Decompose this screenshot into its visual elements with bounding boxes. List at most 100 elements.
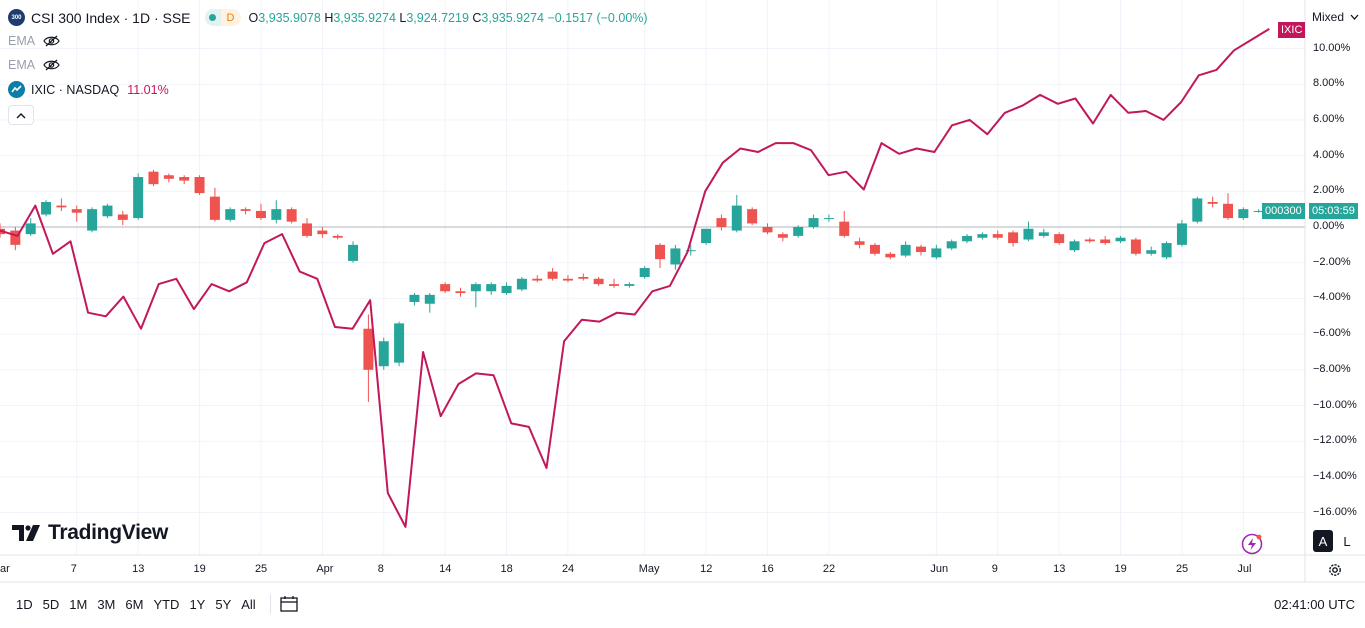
candle-body: [808, 218, 819, 227]
candle-body: [962, 235, 973, 242]
range-button-1d[interactable]: 1D: [16, 596, 33, 612]
range-button-1y[interactable]: 1Y: [189, 596, 206, 612]
x-tick-label: ar: [0, 563, 10, 575]
range-button-3m[interactable]: 3M: [97, 596, 116, 612]
candle-body: [363, 328, 374, 370]
candle-body: [609, 284, 619, 286]
candle-body: [378, 341, 389, 367]
compare-symbol: IXIC · NASDAQ: [31, 82, 120, 97]
ixic-symbol-icon: [8, 81, 25, 98]
y-tick-label: −2.00%: [1313, 255, 1351, 268]
candle-body: [931, 248, 942, 258]
data-delay-badge: D: [220, 9, 241, 26]
csi300-candles: [0, 169, 1264, 402]
candle-body: [823, 218, 834, 220]
x-tick-label: 9: [991, 563, 998, 575]
x-tick-label: 19: [1114, 563, 1127, 575]
candle-body: [1069, 241, 1080, 251]
candle-body: [148, 171, 159, 185]
range-button-1m[interactable]: 1M: [69, 596, 88, 612]
candle-body: [716, 218, 727, 227]
candle-body: [133, 177, 144, 219]
calendar-goto-icon[interactable]: [279, 595, 299, 613]
x-tick-label: 19: [193, 563, 206, 575]
candle-body: [655, 244, 666, 260]
candle-body: [271, 209, 282, 220]
grid: [0, 0, 1305, 555]
y-tick-label: −6.00%: [1313, 327, 1351, 340]
range-button-ytd[interactable]: YTD: [153, 596, 180, 612]
x-tick-label: 22: [822, 563, 836, 575]
candle-body: [1084, 239, 1095, 242]
candle-body: [1253, 210, 1264, 212]
x-tick-label: 25: [1175, 563, 1189, 575]
hidden-eye-icon[interactable]: [43, 35, 60, 47]
candle-body: [87, 209, 98, 231]
log-scale-toggle[interactable]: L: [1343, 533, 1351, 549]
x-tick-label: 7: [70, 563, 77, 575]
y-tick-label: −8.00%: [1313, 362, 1351, 375]
candle-body: [946, 241, 957, 249]
ixic-line: [0, 28, 1270, 528]
candle-body: [394, 323, 405, 363]
candle-body: [670, 248, 681, 265]
range-button-5d[interactable]: 5D: [42, 596, 60, 612]
x-tick-label: 25: [254, 563, 268, 575]
tradingview-logo[interactable]: TradingView: [12, 521, 168, 545]
hidden-eye-icon[interactable]: [43, 59, 60, 71]
candle-body: [302, 223, 312, 236]
legend-main[interactable]: 300 CSI 300 Index · 1D · SSE D O3,935.90…: [8, 9, 648, 26]
bottom-toolbar: 1D 5D 1M 3M 6M YTD 1Y 5Y All: [0, 582, 1365, 626]
x-tick-label: Apr: [316, 563, 334, 575]
candle-body: [470, 284, 481, 292]
ixic-last-tag: IXIC: [1278, 22, 1306, 38]
indicator-ema-1[interactable]: EMA: [8, 34, 60, 48]
y-tick-label: 2.00%: [1313, 184, 1345, 197]
candle-body: [747, 209, 758, 224]
x-tick-label: Jul: [1237, 563, 1252, 575]
y-tick-label: −14.00%: [1313, 469, 1357, 482]
scale-mode-dropdown[interactable]: Mixed: [1312, 10, 1359, 24]
settings-gear-icon[interactable]: [1327, 562, 1343, 578]
lightning-icon[interactable]: [1241, 533, 1263, 555]
x-tick-label: Jun: [930, 563, 949, 575]
brand-name: TradingView: [48, 521, 169, 544]
range-button-5y[interactable]: 5Y: [215, 596, 232, 612]
candle-body: [1161, 243, 1172, 258]
chevron-down-icon: [1350, 14, 1359, 20]
indicator-label: EMA: [8, 34, 36, 48]
x-tick-label: 12: [700, 563, 713, 575]
candle-body: [102, 205, 113, 217]
x-tick-label: 13: [132, 563, 145, 575]
candle-body: [593, 278, 604, 285]
range-button-6m[interactable]: 6M: [125, 596, 144, 612]
candle-body: [1023, 228, 1034, 240]
candle-body: [424, 294, 435, 304]
market-open-icon: [204, 9, 221, 26]
candle-body: [348, 244, 359, 261]
range-button-all[interactable]: All: [241, 596, 256, 612]
candle-body: [117, 214, 128, 220]
range-selector: 1D 5D 1M 3M 6M YTD 1Y 5Y All: [10, 597, 260, 612]
candle-body: [762, 227, 773, 233]
collapse-legend-button[interactable]: [8, 105, 34, 125]
legend-compare-ixic[interactable]: IXIC · NASDAQ 11.01%: [8, 81, 169, 98]
market-status[interactable]: D: [204, 9, 241, 26]
candle-body: [1115, 237, 1126, 242]
candle-body: [1130, 239, 1141, 254]
utc-clock[interactable]: 02:41:00 UTC: [1274, 597, 1355, 612]
y-tick-label: 0.00%: [1313, 220, 1345, 232]
candle-body: [916, 246, 926, 252]
symbol-title[interactable]: CSI 300 Index · 1D · SSE: [31, 9, 191, 26]
y-tick-label: −16.00%: [1313, 505, 1357, 518]
candle-body: [317, 230, 328, 235]
candle-body: [179, 177, 190, 181]
candle-body: [1038, 232, 1049, 236]
candle-body: [992, 234, 1003, 238]
chevron-up-icon: [16, 112, 26, 118]
indicator-ema-2[interactable]: EMA: [8, 58, 60, 72]
y-tick-label: 4.00%: [1313, 148, 1345, 161]
auto-scale-toggle[interactable]: A: [1313, 530, 1333, 552]
